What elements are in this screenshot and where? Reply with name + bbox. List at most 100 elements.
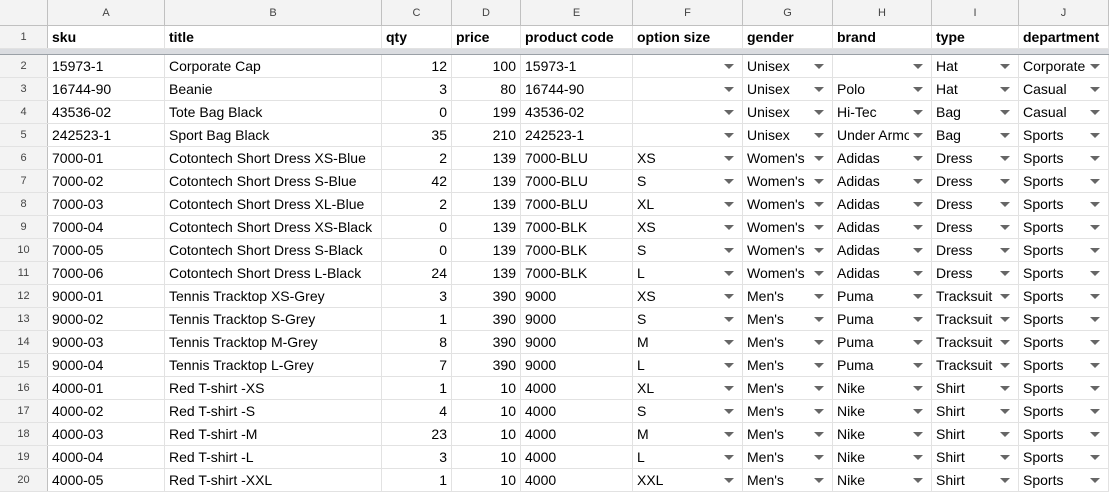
cell-C14[interactable]: 8 xyxy=(382,331,452,353)
cell-F20[interactable]: XXL xyxy=(633,469,743,491)
cell-H9[interactable]: Adidas xyxy=(833,216,932,238)
dropdown-arrow-icon[interactable] xyxy=(724,432,734,437)
cell-I8[interactable]: Dress xyxy=(932,193,1019,215)
cell-B17[interactable]: Red T-shirt -S xyxy=(165,400,382,422)
row-header-17[interactable]: 17 xyxy=(0,400,48,422)
cell-B16[interactable]: Red T-shirt -XS xyxy=(165,377,382,399)
cell-D20[interactable]: 10 xyxy=(452,469,521,491)
cell-D12[interactable]: 390 xyxy=(452,285,521,307)
dropdown-arrow-icon[interactable] xyxy=(913,455,923,460)
dropdown-arrow-icon[interactable] xyxy=(1090,409,1100,414)
cell-B9[interactable]: Cotontech Short Dress XS-Black xyxy=(165,216,382,238)
cell-G11[interactable]: Women's xyxy=(743,262,833,284)
dropdown-arrow-icon[interactable] xyxy=(814,87,824,92)
column-header-J[interactable]: J xyxy=(1019,0,1109,25)
cell-I14[interactable]: Tracksuit xyxy=(932,331,1019,353)
dropdown-arrow-icon[interactable] xyxy=(814,340,824,345)
header-cell-I1[interactable]: type xyxy=(932,26,1019,48)
cell-H6[interactable]: Adidas xyxy=(833,147,932,169)
dropdown-arrow-icon[interactable] xyxy=(814,110,824,115)
cell-C13[interactable]: 1 xyxy=(382,308,452,330)
cell-J18[interactable]: Sports xyxy=(1019,423,1109,445)
cell-E9[interactable]: 7000-BLK xyxy=(521,216,633,238)
row-header-10[interactable]: 10 xyxy=(0,239,48,261)
dropdown-arrow-icon[interactable] xyxy=(913,409,923,414)
cell-G19[interactable]: Men's xyxy=(743,446,833,468)
cell-E6[interactable]: 7000-BLU xyxy=(521,147,633,169)
cell-F10[interactable]: S xyxy=(633,239,743,261)
cell-F12[interactable]: XS xyxy=(633,285,743,307)
cell-H13[interactable]: Puma xyxy=(833,308,932,330)
cell-A4[interactable]: 43536-02 xyxy=(48,101,165,123)
cell-J11[interactable]: Sports xyxy=(1019,262,1109,284)
cell-D18[interactable]: 10 xyxy=(452,423,521,445)
header-cell-D1[interactable]: price xyxy=(452,26,521,48)
cell-D15[interactable]: 390 xyxy=(452,354,521,376)
cell-A12[interactable]: 9000-01 xyxy=(48,285,165,307)
dropdown-arrow-icon[interactable] xyxy=(1000,317,1010,322)
dropdown-arrow-icon[interactable] xyxy=(913,179,923,184)
dropdown-arrow-icon[interactable] xyxy=(724,64,734,69)
column-header-G[interactable]: G xyxy=(743,0,833,25)
cell-F13[interactable]: S xyxy=(633,308,743,330)
cell-D10[interactable]: 139 xyxy=(452,239,521,261)
cell-I20[interactable]: Shirt xyxy=(932,469,1019,491)
dropdown-arrow-icon[interactable] xyxy=(913,340,923,345)
cell-C20[interactable]: 1 xyxy=(382,469,452,491)
dropdown-arrow-icon[interactable] xyxy=(1000,248,1010,253)
cell-C18[interactable]: 23 xyxy=(382,423,452,445)
cell-D16[interactable]: 10 xyxy=(452,377,521,399)
cell-G4[interactable]: Unisex xyxy=(743,101,833,123)
dropdown-arrow-icon[interactable] xyxy=(724,271,734,276)
row-header-16[interactable]: 16 xyxy=(0,377,48,399)
cell-E13[interactable]: 9000 xyxy=(521,308,633,330)
cell-B5[interactable]: Sport Bag Black xyxy=(165,124,382,146)
cell-D6[interactable]: 139 xyxy=(452,147,521,169)
dropdown-arrow-icon[interactable] xyxy=(1000,386,1010,391)
cell-B11[interactable]: Cotontech Short Dress L-Black xyxy=(165,262,382,284)
row-header-5[interactable]: 5 xyxy=(0,124,48,146)
cell-E2[interactable]: 15973-1 xyxy=(521,55,633,77)
dropdown-arrow-icon[interactable] xyxy=(1000,202,1010,207)
dropdown-arrow-icon[interactable] xyxy=(1000,156,1010,161)
cell-G10[interactable]: Women's xyxy=(743,239,833,261)
cell-A7[interactable]: 7000-02 xyxy=(48,170,165,192)
cell-A16[interactable]: 4000-01 xyxy=(48,377,165,399)
cell-A14[interactable]: 9000-03 xyxy=(48,331,165,353)
dropdown-arrow-icon[interactable] xyxy=(1090,363,1100,368)
column-header-A[interactable]: A xyxy=(48,0,165,25)
dropdown-arrow-icon[interactable] xyxy=(1090,202,1100,207)
dropdown-arrow-icon[interactable] xyxy=(913,317,923,322)
cell-B18[interactable]: Red T-shirt -M xyxy=(165,423,382,445)
cell-D7[interactable]: 139 xyxy=(452,170,521,192)
dropdown-arrow-icon[interactable] xyxy=(913,110,923,115)
cell-E15[interactable]: 9000 xyxy=(521,354,633,376)
cell-I2[interactable]: Hat xyxy=(932,55,1019,77)
dropdown-arrow-icon[interactable] xyxy=(913,64,923,69)
cell-J17[interactable]: Sports xyxy=(1019,400,1109,422)
cell-E3[interactable]: 16744-90 xyxy=(521,78,633,100)
dropdown-arrow-icon[interactable] xyxy=(1000,432,1010,437)
cell-H12[interactable]: Puma xyxy=(833,285,932,307)
cell-B6[interactable]: Cotontech Short Dress XS-Blue xyxy=(165,147,382,169)
dropdown-arrow-icon[interactable] xyxy=(1000,271,1010,276)
cell-G2[interactable]: Unisex xyxy=(743,55,833,77)
cell-D4[interactable]: 199 xyxy=(452,101,521,123)
cell-G3[interactable]: Unisex xyxy=(743,78,833,100)
dropdown-arrow-icon[interactable] xyxy=(1000,110,1010,115)
cell-D13[interactable]: 390 xyxy=(452,308,521,330)
row-header-18[interactable]: 18 xyxy=(0,423,48,445)
dropdown-arrow-icon[interactable] xyxy=(1090,248,1100,253)
cell-B13[interactable]: Tennis Tracktop S-Grey xyxy=(165,308,382,330)
cell-C4[interactable]: 0 xyxy=(382,101,452,123)
cell-A18[interactable]: 4000-03 xyxy=(48,423,165,445)
cell-C15[interactable]: 7 xyxy=(382,354,452,376)
row-header-14[interactable]: 14 xyxy=(0,331,48,353)
column-header-B[interactable]: B xyxy=(165,0,382,25)
cell-G6[interactable]: Women's xyxy=(743,147,833,169)
dropdown-arrow-icon[interactable] xyxy=(814,248,824,253)
dropdown-arrow-icon[interactable] xyxy=(1090,455,1100,460)
cell-G8[interactable]: Women's xyxy=(743,193,833,215)
cell-J10[interactable]: Sports xyxy=(1019,239,1109,261)
dropdown-arrow-icon[interactable] xyxy=(724,317,734,322)
